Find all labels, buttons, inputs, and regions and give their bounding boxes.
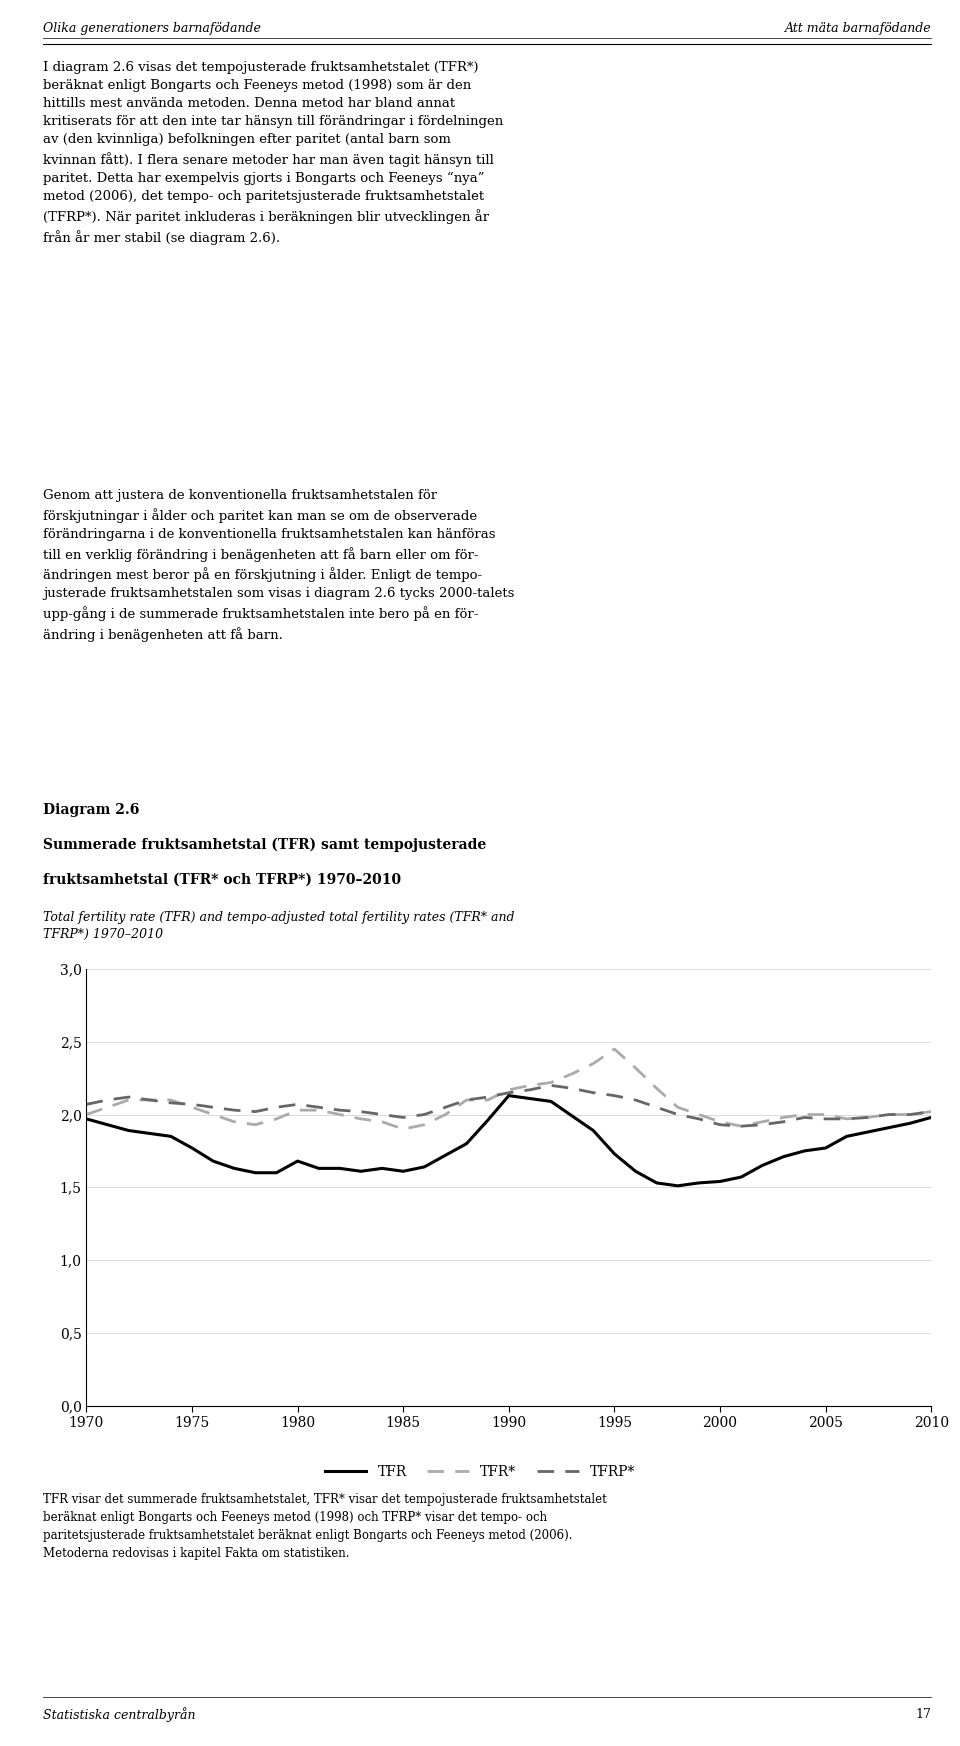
Legend: TFR, TFR*, TFRP*: TFR, TFR*, TFRP*	[319, 1460, 641, 1484]
Text: Olika generationers barnafödande: Olika generationers barnafödande	[43, 23, 261, 35]
Text: Diagram 2.6: Diagram 2.6	[43, 803, 139, 817]
Text: 17: 17	[915, 1708, 931, 1720]
Text: I diagram 2.6 visas det tempojusterade fruktsamhetstalet (TFR*)
beräknat enligt : I diagram 2.6 visas det tempojusterade f…	[43, 61, 503, 244]
Text: fruktsamhetstal (TFR* och TFRP*) 1970–2010: fruktsamhetstal (TFR* och TFRP*) 1970–20…	[43, 873, 401, 887]
Text: Genom att justera de konventionella fruktsamhetstalen för
förskjutningar i ålder: Genom att justera de konventionella fruk…	[43, 489, 515, 643]
Text: Summerade fruktsamhetstal (TFR) samt tempojusterade: Summerade fruktsamhetstal (TFR) samt tem…	[43, 838, 487, 852]
Text: Total fertility rate (TFR) and tempo-adjusted total fertility rates (TFR* and
TF: Total fertility rate (TFR) and tempo-adj…	[43, 911, 515, 941]
Text: TFR visar det summerade fruktsamhetstalet, TFR* visar det tempojusterade fruktsa: TFR visar det summerade fruktsamhetstale…	[43, 1493, 607, 1559]
Text: Statistiska centralbyrån: Statistiska centralbyrån	[43, 1708, 196, 1723]
Text: Att mäta barnafödande: Att mäta barnafödande	[784, 23, 931, 35]
